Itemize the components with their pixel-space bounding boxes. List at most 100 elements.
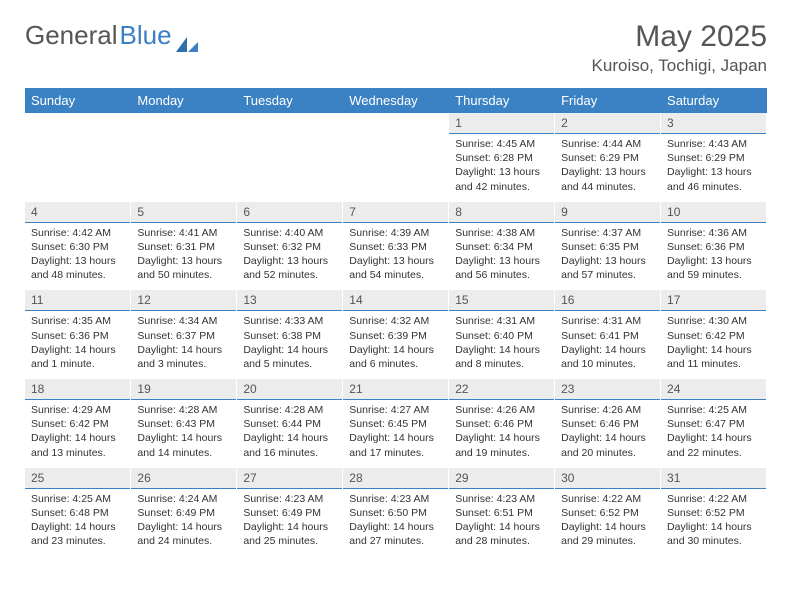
- calendar-cell: 17Sunrise: 4:30 AMSunset: 6:42 PMDayligh…: [661, 290, 767, 379]
- day-details: Sunrise: 4:38 AMSunset: 6:34 PMDaylight:…: [449, 223, 554, 291]
- calendar-row: 18Sunrise: 4:29 AMSunset: 6:42 PMDayligh…: [25, 379, 767, 468]
- day-header: Sunday: [25, 88, 131, 113]
- calendar-table: SundayMondayTuesdayWednesdayThursdayFrid…: [25, 88, 767, 556]
- calendar-cell: 28Sunrise: 4:23 AMSunset: 6:50 PMDayligh…: [343, 468, 449, 557]
- day-header: Thursday: [449, 88, 555, 113]
- calendar-cell: 11Sunrise: 4:35 AMSunset: 6:36 PMDayligh…: [25, 290, 131, 379]
- daylight-line: Daylight: 14 hours and 17 minutes.: [349, 431, 442, 459]
- day-details: Sunrise: 4:39 AMSunset: 6:33 PMDaylight:…: [343, 223, 448, 291]
- sunset-line: Sunset: 6:48 PM: [31, 506, 124, 520]
- calendar-cell: 10Sunrise: 4:36 AMSunset: 6:36 PMDayligh…: [661, 202, 767, 291]
- sunrise-line: Sunrise: 4:43 AM: [667, 137, 760, 151]
- daylight-line: Daylight: 14 hours and 25 minutes.: [243, 520, 336, 548]
- sunset-line: Sunset: 6:50 PM: [349, 506, 442, 520]
- day-number: 5: [131, 202, 236, 223]
- day-details: Sunrise: 4:40 AMSunset: 6:32 PMDaylight:…: [237, 223, 342, 291]
- sunrise-line: Sunrise: 4:34 AM: [137, 314, 230, 328]
- day-number: 16: [555, 290, 660, 311]
- sunrise-line: Sunrise: 4:25 AM: [31, 492, 124, 506]
- sunrise-line: Sunrise: 4:23 AM: [243, 492, 336, 506]
- sunrise-line: Sunrise: 4:23 AM: [349, 492, 442, 506]
- day-header: Tuesday: [237, 88, 343, 113]
- day-number: 6: [237, 202, 342, 223]
- day-number: 21: [343, 379, 448, 400]
- daylight-line: Daylight: 13 hours and 42 minutes.: [455, 165, 548, 193]
- calendar-cell: 26Sunrise: 4:24 AMSunset: 6:49 PMDayligh…: [131, 468, 237, 557]
- day-number: 11: [25, 290, 130, 311]
- day-number: 12: [131, 290, 236, 311]
- brand-part2: Blue: [120, 20, 172, 51]
- sunrise-line: Sunrise: 4:37 AM: [561, 226, 654, 240]
- sunset-line: Sunset: 6:47 PM: [667, 417, 760, 431]
- calendar-cell: 1Sunrise: 4:45 AMSunset: 6:28 PMDaylight…: [449, 113, 555, 202]
- sunrise-line: Sunrise: 4:28 AM: [137, 403, 230, 417]
- day-header: Wednesday: [343, 88, 449, 113]
- day-details: Sunrise: 4:29 AMSunset: 6:42 PMDaylight:…: [25, 400, 130, 468]
- day-details: Sunrise: 4:28 AMSunset: 6:44 PMDaylight:…: [237, 400, 342, 468]
- daylight-line: Daylight: 14 hours and 19 minutes.: [455, 431, 548, 459]
- sunset-line: Sunset: 6:51 PM: [455, 506, 548, 520]
- day-details: Sunrise: 4:34 AMSunset: 6:37 PMDaylight:…: [131, 311, 236, 379]
- sunset-line: Sunset: 6:30 PM: [31, 240, 124, 254]
- sail-icon: [176, 28, 198, 44]
- daylight-line: Daylight: 13 hours and 46 minutes.: [667, 165, 760, 193]
- day-details: Sunrise: 4:25 AMSunset: 6:48 PMDaylight:…: [25, 489, 130, 557]
- sunset-line: Sunset: 6:37 PM: [137, 329, 230, 343]
- day-number: 22: [449, 379, 554, 400]
- sunrise-line: Sunrise: 4:36 AM: [667, 226, 760, 240]
- sunrise-line: Sunrise: 4:33 AM: [243, 314, 336, 328]
- sunset-line: Sunset: 6:41 PM: [561, 329, 654, 343]
- sunrise-line: Sunrise: 4:35 AM: [31, 314, 124, 328]
- sunset-line: Sunset: 6:49 PM: [137, 506, 230, 520]
- sunset-line: Sunset: 6:39 PM: [349, 329, 442, 343]
- day-number: 27: [237, 468, 342, 489]
- daylight-line: Daylight: 14 hours and 24 minutes.: [137, 520, 230, 548]
- calendar-row: 4Sunrise: 4:42 AMSunset: 6:30 PMDaylight…: [25, 202, 767, 291]
- sunset-line: Sunset: 6:49 PM: [243, 506, 336, 520]
- sunrise-line: Sunrise: 4:24 AM: [137, 492, 230, 506]
- day-number: 14: [343, 290, 448, 311]
- day-header: Friday: [555, 88, 661, 113]
- day-number: 4: [25, 202, 130, 223]
- day-number: 20: [237, 379, 342, 400]
- day-number: 15: [449, 290, 554, 311]
- calendar-cell: 9Sunrise: 4:37 AMSunset: 6:35 PMDaylight…: [555, 202, 661, 291]
- day-details: Sunrise: 4:31 AMSunset: 6:40 PMDaylight:…: [449, 311, 554, 379]
- calendar-cell: [131, 113, 237, 202]
- day-details: Sunrise: 4:37 AMSunset: 6:35 PMDaylight:…: [555, 223, 660, 291]
- calendar-row: 11Sunrise: 4:35 AMSunset: 6:36 PMDayligh…: [25, 290, 767, 379]
- day-details: Sunrise: 4:27 AMSunset: 6:45 PMDaylight:…: [343, 400, 448, 468]
- calendar-cell: 20Sunrise: 4:28 AMSunset: 6:44 PMDayligh…: [237, 379, 343, 468]
- daylight-line: Daylight: 14 hours and 11 minutes.: [667, 343, 760, 371]
- calendar-cell: 13Sunrise: 4:33 AMSunset: 6:38 PMDayligh…: [237, 290, 343, 379]
- sunrise-line: Sunrise: 4:28 AM: [243, 403, 336, 417]
- calendar-row: 1Sunrise: 4:45 AMSunset: 6:28 PMDaylight…: [25, 113, 767, 202]
- day-details: Sunrise: 4:25 AMSunset: 6:47 PMDaylight:…: [661, 400, 766, 468]
- day-number: 19: [131, 379, 236, 400]
- calendar-cell: 3Sunrise: 4:43 AMSunset: 6:29 PMDaylight…: [661, 113, 767, 202]
- sunset-line: Sunset: 6:33 PM: [349, 240, 442, 254]
- sunrise-line: Sunrise: 4:22 AM: [667, 492, 760, 506]
- calendar-cell: 12Sunrise: 4:34 AMSunset: 6:37 PMDayligh…: [131, 290, 237, 379]
- calendar-cell: [237, 113, 343, 202]
- day-details: Sunrise: 4:32 AMSunset: 6:39 PMDaylight:…: [343, 311, 448, 379]
- daylight-line: Daylight: 13 hours and 57 minutes.: [561, 254, 654, 282]
- calendar-cell: 31Sunrise: 4:22 AMSunset: 6:52 PMDayligh…: [661, 468, 767, 557]
- day-number: 23: [555, 379, 660, 400]
- day-number: 29: [449, 468, 554, 489]
- daylight-line: Daylight: 14 hours and 30 minutes.: [667, 520, 760, 548]
- day-details: Sunrise: 4:30 AMSunset: 6:42 PMDaylight:…: [661, 311, 766, 379]
- sunset-line: Sunset: 6:34 PM: [455, 240, 548, 254]
- daylight-line: Daylight: 13 hours and 56 minutes.: [455, 254, 548, 282]
- daylight-line: Daylight: 13 hours and 44 minutes.: [561, 165, 654, 193]
- calendar-cell: 19Sunrise: 4:28 AMSunset: 6:43 PMDayligh…: [131, 379, 237, 468]
- day-number: 25: [25, 468, 130, 489]
- calendar-head: SundayMondayTuesdayWednesdayThursdayFrid…: [25, 88, 767, 113]
- day-number: 1: [449, 113, 554, 134]
- sunrise-line: Sunrise: 4:27 AM: [349, 403, 442, 417]
- day-number: 30: [555, 468, 660, 489]
- sunrise-line: Sunrise: 4:41 AM: [137, 226, 230, 240]
- daylight-line: Daylight: 14 hours and 29 minutes.: [561, 520, 654, 548]
- daylight-line: Daylight: 13 hours and 59 minutes.: [667, 254, 760, 282]
- calendar-row: 25Sunrise: 4:25 AMSunset: 6:48 PMDayligh…: [25, 468, 767, 557]
